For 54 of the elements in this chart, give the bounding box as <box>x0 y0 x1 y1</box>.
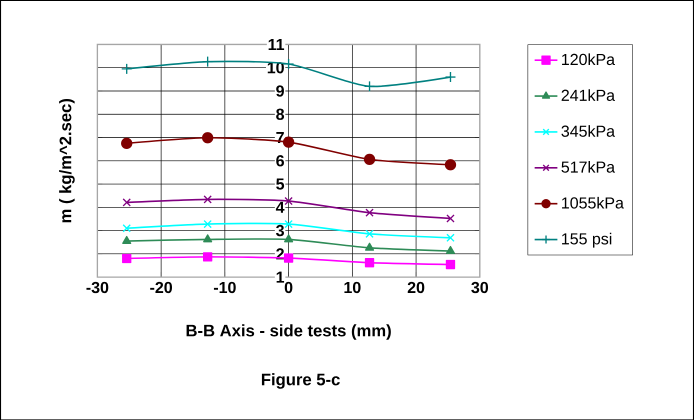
y-tick-label: 3 <box>276 224 284 236</box>
y-tick-label: 6 <box>276 154 284 166</box>
y-tick-label: 4 <box>276 202 284 213</box>
point <box>444 158 456 170</box>
point <box>122 254 132 263</box>
x-tick-label: 0 <box>284 282 292 293</box>
point <box>284 234 294 242</box>
x-tick-label: -10 <box>214 282 236 293</box>
point <box>122 224 131 232</box>
y-tick-label: 8 <box>276 108 284 120</box>
x-tick-label: -30 <box>86 282 108 293</box>
point <box>202 56 214 68</box>
point <box>364 242 374 251</box>
point <box>446 233 455 242</box>
point <box>284 196 293 206</box>
point <box>365 229 374 238</box>
legend-label: 345kPa <box>561 124 616 137</box>
point <box>446 214 455 222</box>
point <box>121 63 132 74</box>
point <box>446 246 456 254</box>
point <box>284 253 294 262</box>
legend-label: 120kPa <box>562 53 616 65</box>
point <box>282 58 294 70</box>
point <box>122 236 132 244</box>
point <box>364 154 376 165</box>
point <box>202 252 212 262</box>
y-axis-title: m ( kg/m^2.sec) <box>59 98 75 222</box>
x-tick-label: -20 <box>150 282 172 293</box>
legend-label: 1055kPa <box>562 196 624 208</box>
y-tick-label: 11 <box>268 38 284 50</box>
legend-label: 517kPa <box>561 160 616 173</box>
legend-label: 241kPa <box>562 89 616 101</box>
point <box>365 208 374 217</box>
y-tick-label: 9 <box>276 85 284 96</box>
point <box>203 195 212 204</box>
y-tick-label: 1 <box>276 271 284 282</box>
x-tick-label: 30 <box>471 282 488 293</box>
point <box>444 71 456 82</box>
x-tick-label: 20 <box>408 282 424 293</box>
point <box>202 132 214 144</box>
legend-label: 155 psi <box>562 232 612 248</box>
point <box>364 80 376 92</box>
point <box>364 258 374 268</box>
point <box>203 220 212 228</box>
point <box>122 198 131 206</box>
y-tick-label: 5 <box>276 178 284 190</box>
point <box>284 220 293 228</box>
x-axis-title: B-B Axis - side tests (mm) <box>186 324 391 340</box>
point <box>282 136 294 148</box>
caption: Figure 5-c <box>262 372 340 389</box>
point <box>446 260 456 269</box>
point <box>203 234 212 242</box>
x-tick-label: 10 <box>344 282 361 293</box>
point <box>121 137 132 149</box>
